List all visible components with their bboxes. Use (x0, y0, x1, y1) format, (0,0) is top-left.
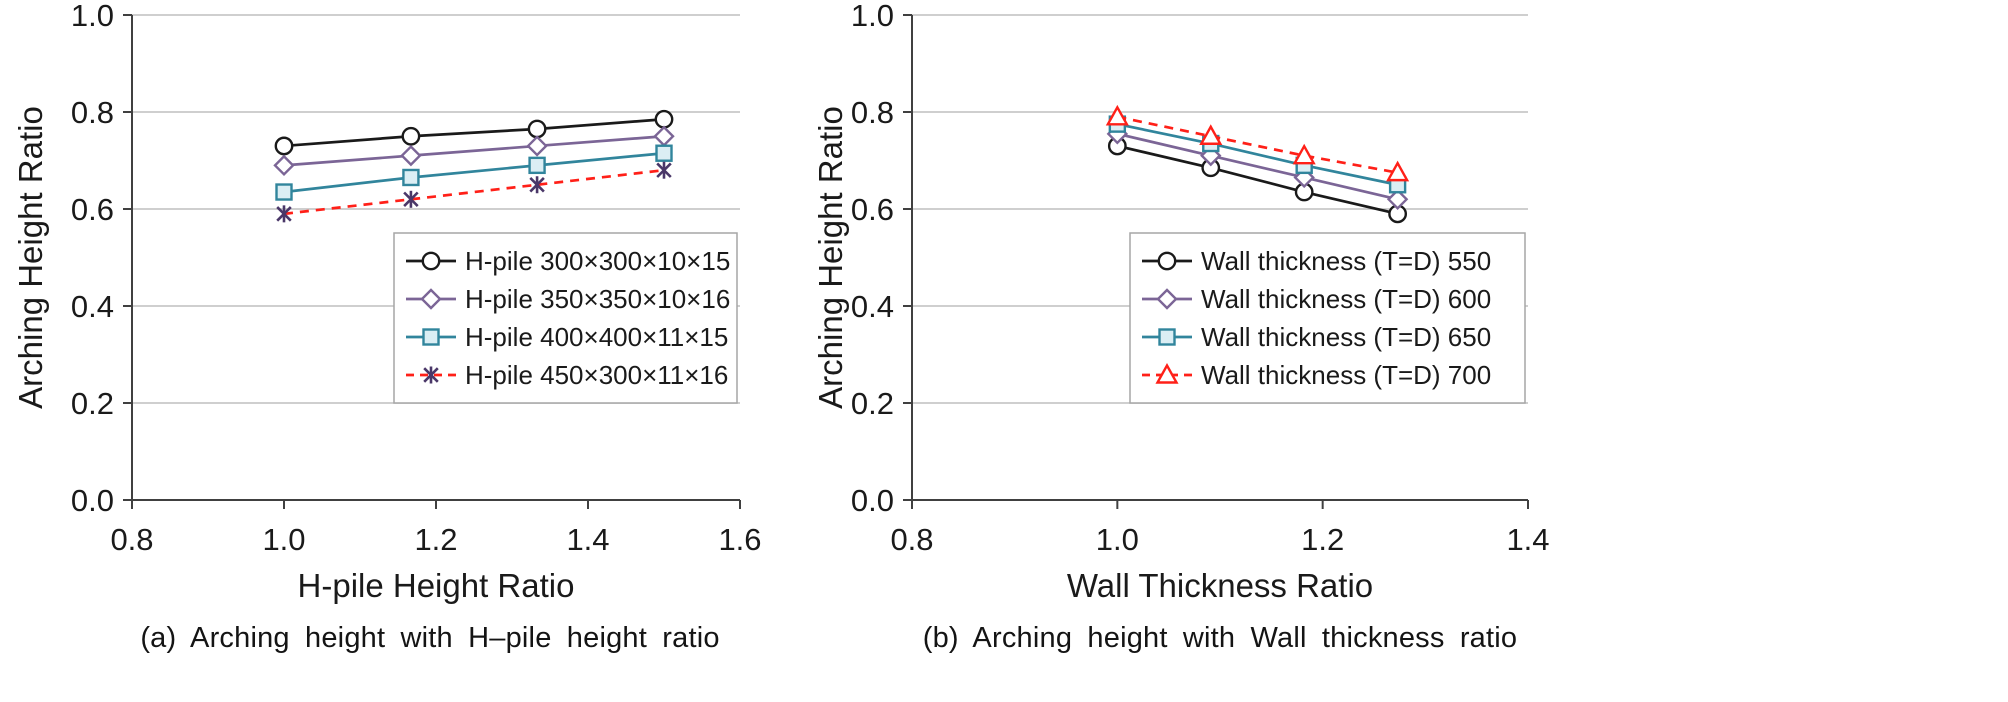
series-marker-diamond (1386, 188, 1409, 210)
series-marker-diamond (653, 125, 675, 147)
series-line-0 (1117, 144, 1398, 216)
series-marker-xstar (529, 176, 545, 194)
y-tick-label: 0.8 (71, 95, 114, 130)
series-marker-xstar (656, 161, 672, 179)
series-marker-diamond (400, 144, 422, 167)
series-marker-square (275, 183, 293, 201)
series-marker-circle (1157, 251, 1177, 271)
x-tick-label: 1.0 (1096, 522, 1139, 557)
series-marker-square (402, 168, 420, 187)
series-marker-square (528, 156, 546, 175)
x-axis-title: Wall Thickness Ratio (1067, 567, 1373, 604)
legend-item-label: Wall thickness (T=D) 650 (1201, 322, 1491, 352)
y-tick-label: 1.0 (851, 0, 894, 33)
series-marker-circle (654, 109, 674, 129)
x-tick-label: 1.4 (1506, 522, 1549, 557)
series-marker-xstar (276, 205, 292, 223)
chart-a-plot: 0.0 0.2 0.4 0.6 0.8 1.0 0.8 1.0 1.2 1.4 1.6 H-pile … (12, 0, 762, 604)
series-marker-diamond (1156, 288, 1178, 310)
chart-b-figure: 0.0 0.2 0.4 0.6 0.8 1.0 0.8 1.0 1.2 1.4 Wall Thick… (800, 0, 1580, 702)
series-marker-square (422, 328, 440, 346)
chart-a-figure: 0.0 0.2 0.4 0.6 0.8 1.0 0.8 1.0 1.2 1.4 1.6 H-pile … (0, 0, 800, 702)
series-marker-diamond (273, 154, 295, 177)
x-tick-label: 0.8 (890, 522, 933, 557)
x-tick-label: 1.2 (414, 522, 457, 557)
series-marker-xstar (423, 366, 439, 384)
x-tick-label: 0.8 (110, 522, 153, 557)
series-line-1 (1117, 132, 1398, 201)
chart-a-caption: (a) Arching height with H–pile height ra… (140, 622, 720, 654)
legend-item-label: H-pile 300×300×10×15 (465, 246, 730, 276)
series-line-1 (283, 134, 665, 167)
series-marker-triangle (1155, 363, 1179, 384)
y-tick-label: 0.2 (71, 386, 114, 421)
x-tick-label: 1.4 (566, 522, 609, 557)
y-tick-label: 0.6 (71, 192, 114, 227)
x-tick-label: 1.6 (718, 522, 761, 557)
x-axis-title: H-pile Height Ratio (298, 567, 575, 604)
series-marker-triangle (1105, 104, 1129, 126)
series-line-2 (283, 151, 665, 194)
y-tick-label: 0.8 (851, 95, 894, 130)
legend-item-label: H-pile 350×350×10×16 (465, 284, 730, 314)
series-marker-circle (401, 126, 421, 146)
legend-item-label: H-pile 450×300×11×16 (465, 360, 728, 390)
series-marker-diamond (526, 135, 548, 157)
y-tick-label: 0.0 (71, 483, 114, 518)
series-marker-triangle (1292, 143, 1316, 165)
series-line-2 (1117, 122, 1398, 187)
chart-b-caption: (b) Arching height with Wall thickness r… (922, 622, 1518, 654)
legend-item-label: Wall thickness (T=D) 600 (1201, 284, 1491, 314)
series-marker-circle (421, 251, 441, 271)
y-axis-title: Arching Height Ratio (12, 106, 49, 409)
y-tick-label: 0.0 (851, 483, 894, 518)
series-marker-square (1158, 328, 1176, 346)
y-tick-label: 0.2 (851, 386, 894, 421)
x-tick-label: 1.2 (1301, 522, 1344, 557)
series-marker-triangle (1199, 124, 1223, 145)
y-tick-label: 0.6 (851, 192, 894, 227)
chart-b-plot: 0.0 0.2 0.4 0.6 0.8 1.0 0.8 1.0 1.2 1.4 Wall Thick… (812, 0, 1550, 604)
y-axis-title: Arching Height Ratio (812, 106, 849, 409)
y-tick-label: 0.4 (71, 289, 114, 324)
series-marker-square (655, 144, 673, 162)
series-marker-circle (527, 119, 547, 139)
series-marker-diamond (420, 288, 442, 310)
series-line-0 (283, 117, 665, 148)
legend-box (1129, 232, 1526, 404)
series-marker-xstar (403, 190, 419, 208)
series-line-3 (283, 168, 665, 216)
series-marker-circle (274, 136, 294, 156)
legend-item-label: Wall thickness (T=D) 700 (1201, 360, 1491, 390)
legend-item-label: Wall thickness (T=D) 550 (1201, 246, 1491, 276)
series-marker-triangle (1386, 160, 1410, 182)
y-tick-label: 1.0 (71, 0, 114, 33)
y-tick-label: 0.4 (851, 289, 894, 324)
x-tick-label: 1.0 (262, 522, 305, 557)
legend-item-label: H-pile 400×400×11×15 (465, 322, 728, 352)
